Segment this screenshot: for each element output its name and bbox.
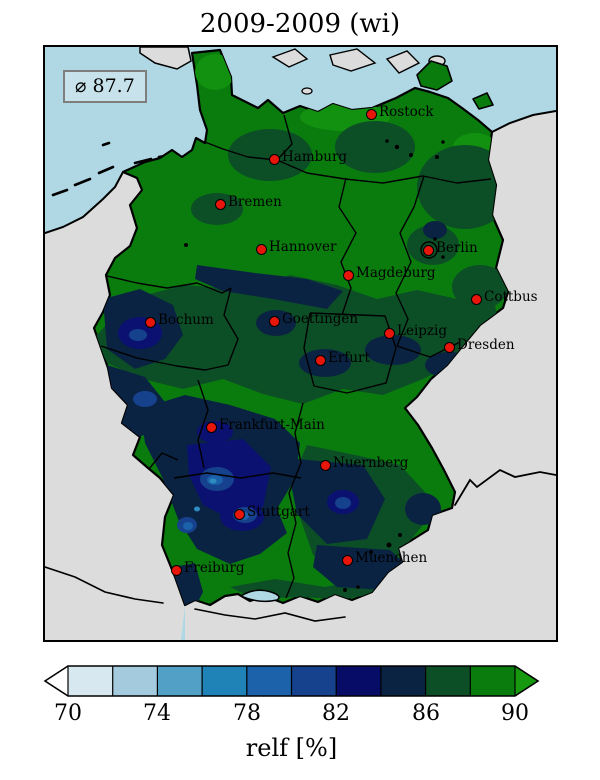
colorbar-segment xyxy=(380,666,426,696)
colorbar-separators xyxy=(67,666,516,696)
lake-constance xyxy=(239,589,280,603)
colorbar-tick: 74 xyxy=(143,701,171,726)
inland-lakes xyxy=(184,139,445,592)
baltic-islands xyxy=(416,60,494,110)
colorbar xyxy=(43,665,540,697)
colorbar-segments xyxy=(68,666,515,696)
mean-value-text: ⌀ 87.7 xyxy=(75,75,135,97)
colorbar-tick: 82 xyxy=(322,701,350,726)
colorbar-segment xyxy=(202,666,247,696)
neighbor-land xyxy=(45,47,556,640)
coastlines xyxy=(45,110,556,622)
colorbar-segment xyxy=(68,666,113,696)
colorbar-segment xyxy=(246,666,292,696)
colorbar-segment xyxy=(112,666,158,696)
colorbar-tick: 70 xyxy=(54,701,82,726)
colorbar-segment xyxy=(157,666,203,696)
colorbar-tick: 78 xyxy=(233,701,261,726)
germany-map-svg xyxy=(45,47,556,640)
colorbar-segment xyxy=(425,666,471,696)
colorbar-segment xyxy=(470,666,515,696)
colorbar-tick: 86 xyxy=(412,701,440,726)
colorbar-segment xyxy=(291,666,337,696)
colorbar-outline xyxy=(43,665,540,697)
colorbar-over-arrow xyxy=(515,666,538,696)
colorbar-axis-label: relf [%] xyxy=(245,734,338,762)
contour-blobs xyxy=(95,54,508,605)
figure-title: 2009-2009 (wi) xyxy=(199,9,401,39)
colorbar-tick: 90 xyxy=(501,701,529,726)
colorbar-under-arrow xyxy=(45,666,68,696)
mean-value-badge: ⌀ 87.7 xyxy=(63,70,147,103)
colorbar-segment xyxy=(336,666,381,696)
map-axes: ⌀ 87.7 Rostock Hamburg Bremen Hannover M… xyxy=(43,45,558,642)
